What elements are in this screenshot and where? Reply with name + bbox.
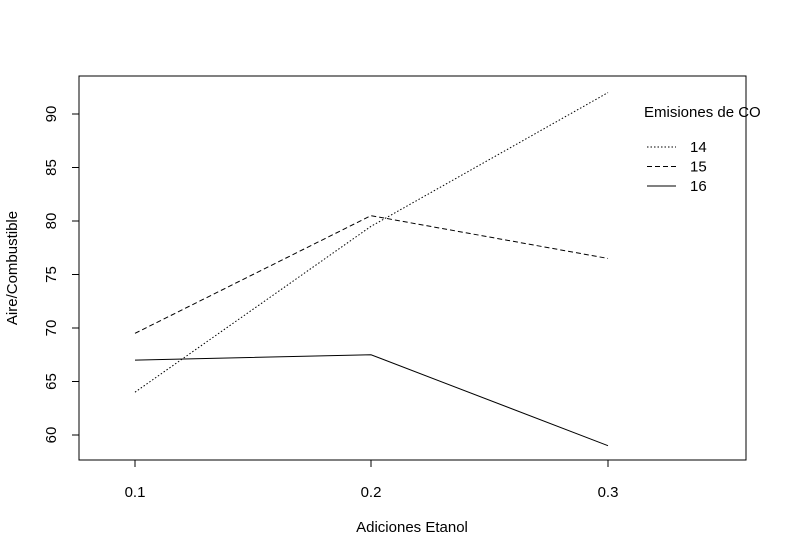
y-tick-label: 65 [43,373,60,390]
y-tick-label: 60 [43,427,60,444]
y-axis: 60 65 70 75 80 85 90 [43,106,80,444]
series-line-16 [134,354,609,447]
legend-label-15: 15 [690,159,707,176]
legend: Emisiones de CO 14 15 16 [644,104,761,195]
y-tick-label: 85 [43,159,60,176]
legend-title: Emisiones de CO [644,104,761,121]
series-line-15 [134,215,609,334]
y-tick-label: 90 [43,106,60,123]
y-axis-title: Aire/Combustible [4,211,21,325]
x-tick-label: 0.2 [361,484,382,501]
series-line-14 [134,92,609,393]
series-lines [134,92,609,447]
x-axis-title: Adiciones Etanol [356,519,468,536]
x-tick-label: 0.3 [598,484,619,501]
x-tick-label: 0.1 [125,484,146,501]
legend-label-16: 16 [690,178,707,195]
plot-frame [78,75,747,461]
x-axis: 0.1 0.2 0.3 [125,459,619,501]
y-tick-label: 70 [43,320,60,337]
y-tick-label: 80 [43,213,60,230]
y-tick-label: 75 [43,266,60,283]
legend-label-14: 14 [690,139,707,156]
